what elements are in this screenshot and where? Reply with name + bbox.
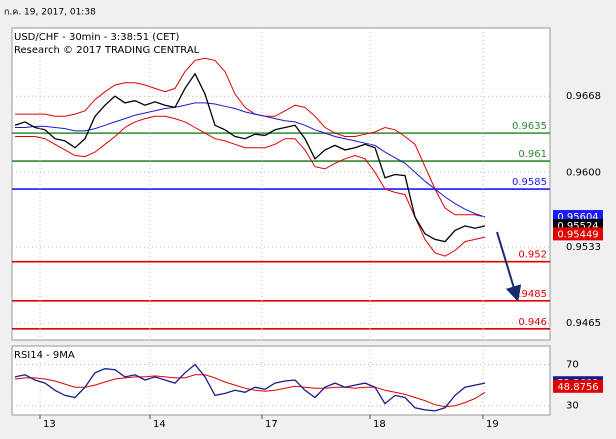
price-tag <box>553 227 603 241</box>
y-tick-label: 30 <box>566 401 579 412</box>
level-label: 0.946 <box>518 317 547 328</box>
series-line <box>15 115 486 257</box>
series-line <box>15 57 486 218</box>
series-line <box>14 363 486 412</box>
plot-area <box>11 27 551 341</box>
price-tag-label: 0.95449 <box>557 229 598 240</box>
plot-area <box>11 345 551 416</box>
y-tick-label: 70 <box>566 360 579 371</box>
y-tick-label: 0.9668 <box>566 91 601 102</box>
price-tag <box>553 379 603 393</box>
price-tag-label: 0.95604 <box>557 212 598 223</box>
level-label: 0.952 <box>518 250 547 261</box>
price-tag-label: 48.8756 <box>557 382 598 393</box>
level-label: 0.9635 <box>512 121 547 132</box>
x-tick-label: 18 <box>373 419 386 430</box>
series-line <box>15 102 486 218</box>
x-tick-label: 19 <box>486 419 499 430</box>
price-tag-label: 0.95524 <box>557 221 598 232</box>
chart-title: USD/CHF - 30min - 3:38:51 (CET) <box>14 32 180 43</box>
x-tick-label: 17 <box>265 419 278 430</box>
chart-title: RSI14 - 9MA <box>14 350 75 361</box>
series-line <box>14 72 486 243</box>
x-tick-label: 13 <box>43 419 56 430</box>
y-tick-label: 0.9465 <box>566 318 601 329</box>
forecast-arrow <box>496 231 522 302</box>
level-label: 0.961 <box>518 149 547 160</box>
level-label: 0.9485 <box>512 289 547 300</box>
chart-subtitle: Research © 2017 TRADING CENTRAL <box>14 45 200 56</box>
y-tick-label: 0.9600 <box>566 167 601 178</box>
timestamp: ก.ค. 19, 2017, 01:38 <box>4 8 96 18</box>
x-tick-label: 14 <box>153 419 166 430</box>
y-tick-label: 0.9533 <box>566 242 601 253</box>
level-label: 0.9585 <box>512 177 547 188</box>
